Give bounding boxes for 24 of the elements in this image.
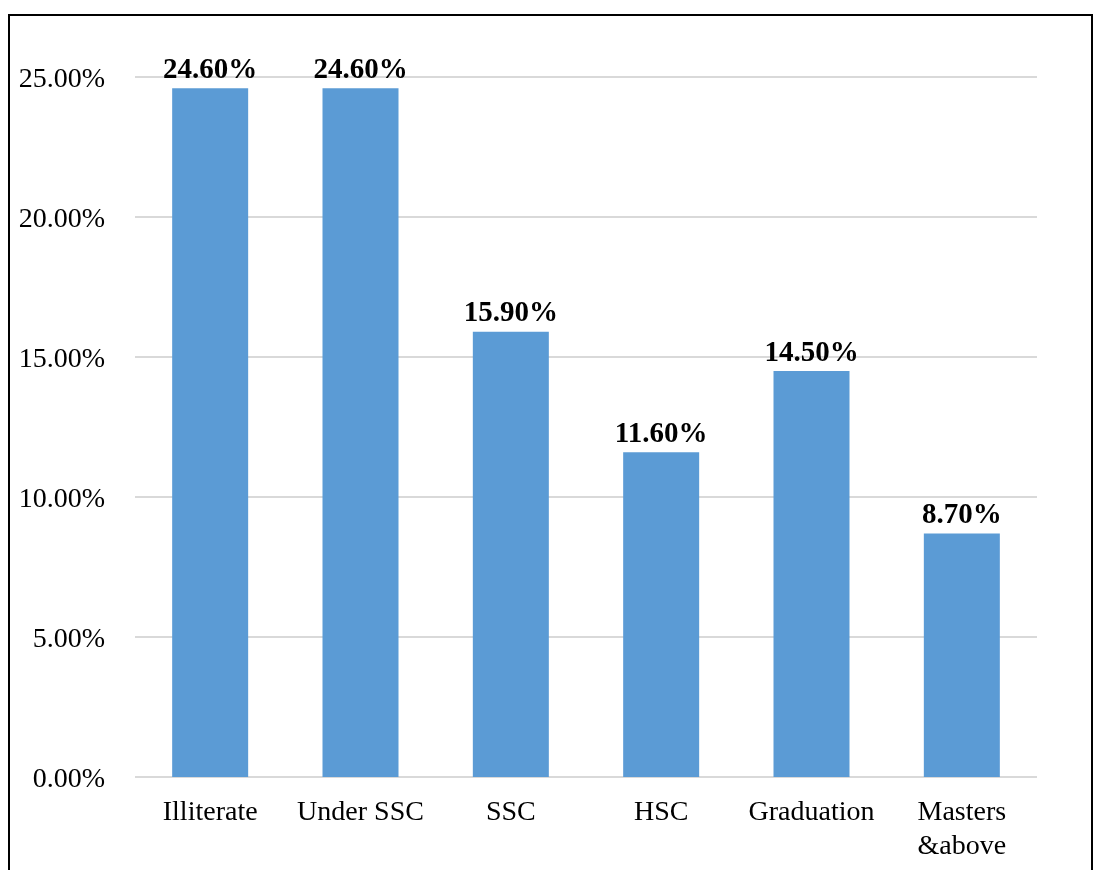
bar xyxy=(623,452,700,777)
x-tick-label: Masters &above xyxy=(917,794,1007,860)
bar xyxy=(923,533,1000,777)
bar xyxy=(773,371,850,777)
x-tick-label: SSC xyxy=(485,794,536,826)
y-tick-label: 0.00% xyxy=(32,761,105,793)
x-tick-label: Under SSC xyxy=(297,794,424,826)
data-label: 8.70% xyxy=(921,496,1002,529)
data-label: 24.60% xyxy=(313,51,408,84)
y-tick-label: 25.00% xyxy=(18,61,105,93)
x-tick-label: HSC xyxy=(633,794,689,826)
y-tick-label: 20.00% xyxy=(18,201,105,233)
data-label: 14.50% xyxy=(764,334,859,367)
bar xyxy=(322,88,399,777)
bar xyxy=(472,331,549,777)
y-tick-label: 15.00% xyxy=(18,341,105,373)
data-label: 11.60% xyxy=(614,415,708,448)
data-label: 15.90% xyxy=(463,295,558,328)
data-label: 24.60% xyxy=(163,51,258,84)
y-tick-label: 5.00% xyxy=(32,621,105,653)
x-tick-label: Illiterate xyxy=(162,794,258,826)
x-tick-label: Graduation xyxy=(748,794,875,826)
y-tick-label: 10.00% xyxy=(18,481,105,513)
bar xyxy=(172,88,249,777)
